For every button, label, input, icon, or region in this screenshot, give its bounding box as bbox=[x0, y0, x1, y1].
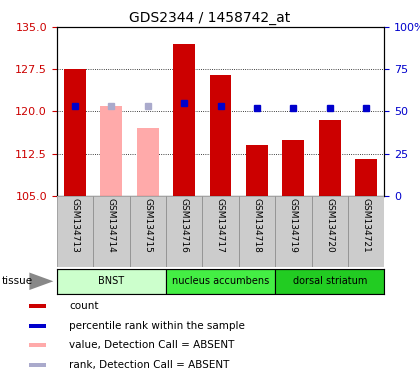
Bar bbox=[246, 145, 268, 196]
Bar bbox=[355, 159, 377, 196]
Text: GSM134713: GSM134713 bbox=[71, 198, 79, 253]
Text: GDS2344 / 1458742_at: GDS2344 / 1458742_at bbox=[129, 11, 291, 25]
Text: nucleus accumbens: nucleus accumbens bbox=[172, 276, 269, 286]
Bar bbox=[166, 269, 275, 294]
Bar bbox=[100, 106, 122, 196]
Text: GSM134721: GSM134721 bbox=[362, 198, 370, 253]
Bar bbox=[275, 196, 312, 267]
Bar bbox=[173, 44, 195, 196]
Text: BNST: BNST bbox=[98, 276, 124, 286]
Bar bbox=[64, 69, 86, 196]
Text: GSM134717: GSM134717 bbox=[216, 198, 225, 253]
Bar bbox=[202, 196, 239, 267]
Text: value, Detection Call = ABSENT: value, Detection Call = ABSENT bbox=[69, 340, 235, 350]
Bar bbox=[29, 305, 46, 308]
Bar bbox=[93, 196, 129, 267]
Bar bbox=[166, 196, 202, 267]
Bar bbox=[312, 196, 348, 267]
Bar bbox=[210, 75, 231, 196]
Text: GSM134720: GSM134720 bbox=[325, 198, 334, 253]
Bar bbox=[129, 196, 166, 267]
Text: count: count bbox=[69, 301, 99, 311]
Text: rank, Detection Call = ABSENT: rank, Detection Call = ABSENT bbox=[69, 359, 230, 369]
Bar bbox=[57, 269, 166, 294]
Bar bbox=[137, 128, 159, 196]
Text: GSM134719: GSM134719 bbox=[289, 198, 298, 253]
Text: GSM134715: GSM134715 bbox=[143, 198, 152, 253]
Text: GSM134714: GSM134714 bbox=[107, 198, 116, 253]
Bar bbox=[319, 120, 341, 196]
Bar bbox=[239, 196, 275, 267]
Bar bbox=[29, 324, 46, 328]
Text: tissue: tissue bbox=[2, 276, 33, 286]
Polygon shape bbox=[29, 273, 53, 290]
Text: GSM134718: GSM134718 bbox=[252, 198, 261, 253]
Bar bbox=[57, 196, 93, 267]
Text: percentile rank within the sample: percentile rank within the sample bbox=[69, 321, 245, 331]
Text: GSM134716: GSM134716 bbox=[180, 198, 189, 253]
Text: dorsal striatum: dorsal striatum bbox=[292, 276, 367, 286]
Bar bbox=[29, 343, 46, 347]
Bar bbox=[348, 196, 384, 267]
Bar bbox=[275, 269, 384, 294]
Bar bbox=[282, 139, 304, 196]
Bar bbox=[29, 362, 46, 366]
